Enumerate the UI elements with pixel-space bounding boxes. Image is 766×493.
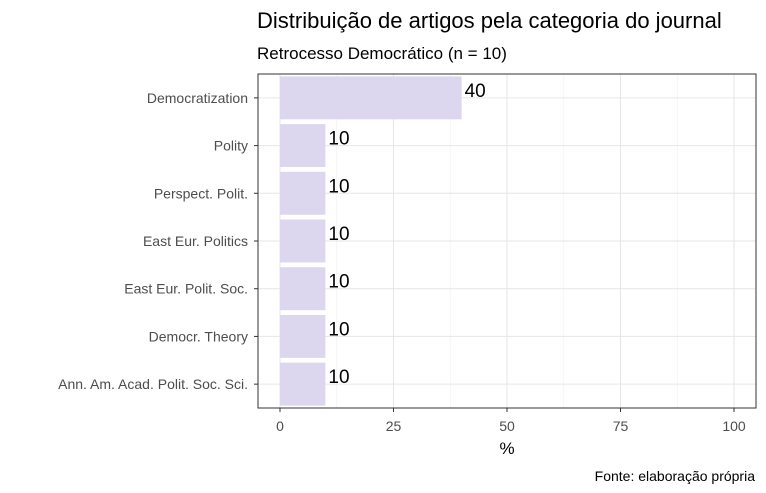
plot-area: 40 10 10 10 10 10 10 Democratization Polity Persp… <box>58 73 757 434</box>
y-tick-label: Democr. Theory <box>149 328 248 344</box>
bar <box>280 124 326 168</box>
data-label: 40 <box>465 81 486 102</box>
x-tick-label: 75 <box>613 418 629 434</box>
data-label: 10 <box>328 176 349 197</box>
chart-subtitle: Retrocesso Democrático (n = 10) <box>257 44 507 63</box>
chart-caption: Fonte: elaboração própria <box>595 468 756 484</box>
y-tick-label: Democratization <box>147 90 248 106</box>
y-tick-label: East Eur. Polit. Soc. <box>124 281 248 297</box>
x-tick-label: 25 <box>386 418 402 434</box>
bar <box>280 76 462 120</box>
chart-title: Distribuição de artigos pela categoria d… <box>257 8 722 33</box>
bar <box>280 267 326 311</box>
data-label: 10 <box>328 319 349 340</box>
x-tick-label: 0 <box>276 418 284 434</box>
data-label: 10 <box>328 129 349 150</box>
data-label: 10 <box>328 224 349 245</box>
bar <box>280 219 326 263</box>
bar <box>280 362 326 406</box>
y-tick-label: East Eur. Politics <box>143 233 248 249</box>
y-tick-label: Polity <box>214 138 248 154</box>
y-tick-label: Perspect. Polit. <box>154 185 248 201</box>
y-tick-label: Ann. Am. Acad. Polit. Soc. Sci. <box>58 376 248 392</box>
data-label: 10 <box>328 367 349 388</box>
x-tick-label: 100 <box>722 418 746 434</box>
bar <box>280 171 326 215</box>
data-label: 10 <box>328 272 349 293</box>
x-axis-title: % <box>499 439 514 458</box>
x-tick-label: 50 <box>499 418 515 434</box>
bar <box>280 314 326 358</box>
